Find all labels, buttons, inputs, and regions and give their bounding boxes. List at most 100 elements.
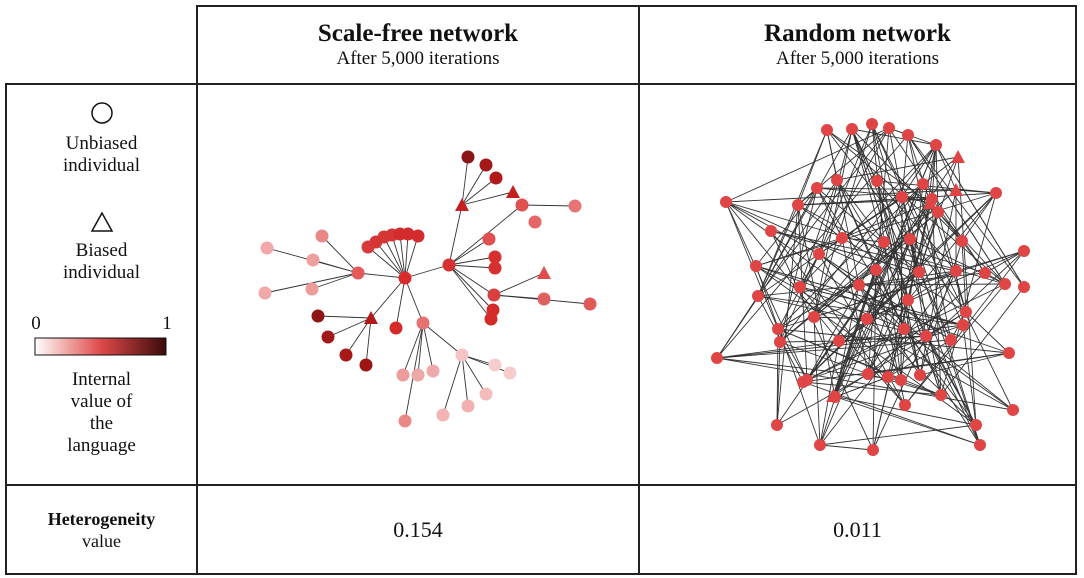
unbiased-node (720, 196, 732, 208)
network-edge (779, 253, 820, 343)
unbiased-node (898, 323, 910, 335)
circle-icon (91, 102, 113, 124)
biased-node (951, 150, 965, 163)
network-edge (448, 238, 490, 266)
grid-line (5, 83, 7, 575)
network-edge (799, 286, 905, 330)
unbiased-node (861, 313, 873, 325)
unbiased-node (813, 248, 825, 260)
network-edge (819, 444, 874, 451)
legend-shapes (34, 102, 167, 356)
unbiased-node (351, 266, 365, 280)
grid-line (5, 83, 1077, 85)
heterogeneity-scale-free: 0.154 (198, 486, 638, 573)
network-edge (755, 265, 1010, 354)
network-edge (806, 328, 905, 381)
network-edge (404, 264, 450, 279)
network-edge (907, 299, 981, 446)
unbiased-node (258, 286, 272, 300)
unbiased-node (401, 227, 415, 241)
network-edge (802, 352, 1010, 383)
network-edge (819, 340, 840, 446)
unbiased-node (488, 261, 502, 275)
heterogeneity-value: 0.011 (833, 516, 882, 542)
network-edge (919, 352, 1010, 376)
network-edge (370, 277, 406, 319)
unbiased-node (970, 419, 982, 431)
network-edge (395, 277, 406, 329)
column-subtitle: After 5,000 iterations (775, 48, 940, 69)
network-edge (799, 144, 937, 288)
network-edge (311, 272, 359, 290)
network-edge (799, 286, 964, 326)
network-edge (834, 284, 860, 398)
heterogeneity-label: Heterogeneity (47, 508, 156, 529)
edges (716, 123, 1025, 451)
network-edge (777, 270, 957, 330)
unbiased-node (765, 225, 777, 237)
network-edge (834, 376, 889, 398)
network-edge (818, 128, 853, 255)
unbiased-node (846, 123, 858, 135)
network-edge (776, 373, 869, 426)
biased-node (364, 311, 378, 324)
unbiased-node (482, 232, 496, 246)
network-edge (858, 283, 1006, 286)
network-edge (493, 272, 545, 296)
unbiased-node (411, 368, 425, 382)
unbiased-node (990, 187, 1002, 199)
network-edge (461, 156, 469, 206)
network-edge (312, 259, 359, 274)
network-edge (757, 196, 903, 297)
scale-min-label: 0 (31, 313, 41, 334)
network-edge (367, 246, 406, 279)
network-edge (417, 322, 424, 376)
network-edge (461, 177, 497, 206)
unbiased-node (904, 233, 916, 245)
unbiased-node (899, 399, 911, 411)
unbiased-node (774, 336, 786, 348)
network-edge (851, 128, 937, 146)
unbiased-node (305, 282, 319, 296)
network-edge (448, 264, 496, 269)
header-random: Random network After 5,000 iterations (640, 7, 1075, 83)
network-edge (757, 295, 927, 337)
unbiased-node (398, 271, 412, 285)
network-edge (871, 123, 964, 326)
network-edge (422, 322, 463, 356)
header-scale-free: Scale-free network After 5,000 iteration… (198, 7, 638, 83)
unbiased-node (488, 250, 502, 264)
network-edge (935, 144, 957, 191)
unbiased-node (960, 306, 972, 318)
biased-node (506, 185, 520, 198)
unbiased-node (913, 266, 925, 278)
unbiased-node (752, 290, 764, 302)
unbiased-node (489, 171, 503, 185)
network-edge (399, 233, 406, 279)
network-edge (867, 272, 986, 375)
network-edge (757, 129, 828, 297)
network-edge (806, 241, 885, 381)
network-edge (918, 211, 939, 273)
scale-description: Internal value of the language (67, 369, 136, 456)
network-edge (448, 256, 496, 266)
network-edge (422, 322, 434, 372)
network-edge (448, 264, 494, 311)
unbiased-node (878, 236, 890, 248)
network-edge (901, 144, 937, 198)
network-edge (776, 204, 799, 426)
network-edge (365, 317, 372, 366)
network-edge (404, 233, 409, 279)
network-edge (777, 328, 902, 381)
network-edge (755, 265, 821, 446)
network-edge (867, 211, 939, 375)
unbiased-node (479, 158, 493, 172)
network-edge (965, 311, 1010, 354)
unbiased-node (461, 399, 475, 413)
column-subtitle: After 5,000 iterations (336, 48, 500, 69)
network-edge (776, 341, 781, 426)
unbiased-node (436, 408, 450, 422)
unbiased-node (568, 199, 582, 213)
network-edge (755, 192, 997, 267)
unbiased-node (1018, 245, 1030, 257)
